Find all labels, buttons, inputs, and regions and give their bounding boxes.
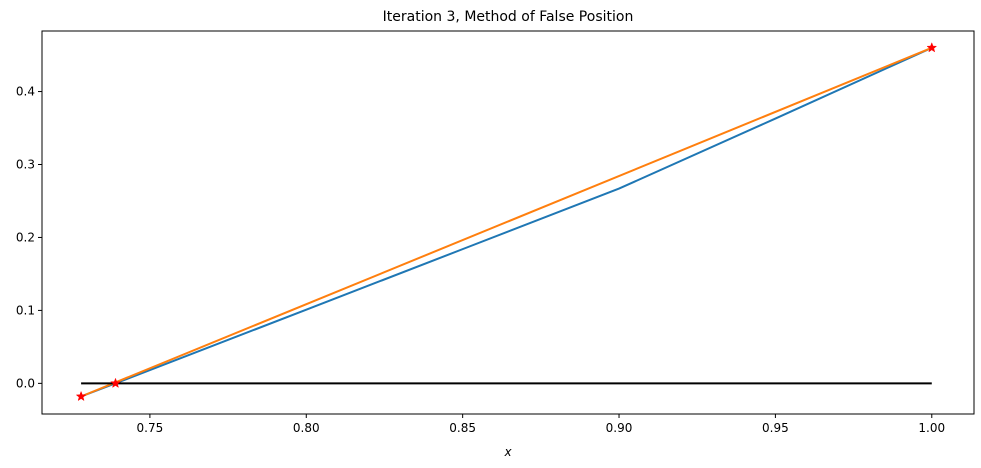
x-tick-label: 0.85 [449, 421, 476, 435]
plot-markers [75, 42, 938, 402]
orange-secant-line [80, 46, 933, 398]
y-ticks: 0.0 0.1 0.2 0.3 0.4 [16, 85, 42, 390]
x-tick-label: 0.90 [606, 421, 633, 435]
x-tick-label: 0.75 [137, 421, 164, 435]
x-axis-label: x [503, 445, 512, 459]
star-marker [926, 42, 938, 53]
y-tick-label: 0.2 [16, 230, 35, 244]
x-tick-label: 0.80 [293, 421, 320, 435]
axes-frame [41, 30, 975, 415]
x-tick-label: 0.95 [762, 421, 789, 435]
y-tick-label: 0.4 [16, 85, 35, 99]
plot-lines [80, 46, 933, 398]
y-tick-label: 0.3 [16, 158, 35, 172]
star-marker [75, 390, 87, 402]
x-ticks: 0.75 0.80 0.85 0.90 0.95 1.00 [137, 414, 945, 435]
chart-title: Iteration 3, Method of False Position [383, 9, 634, 25]
star-marker [110, 377, 121, 388]
x-tick-label: 1.00 [918, 421, 945, 435]
y-tick-label: 0.1 [16, 303, 35, 317]
y-tick-label: 0.0 [16, 376, 35, 390]
